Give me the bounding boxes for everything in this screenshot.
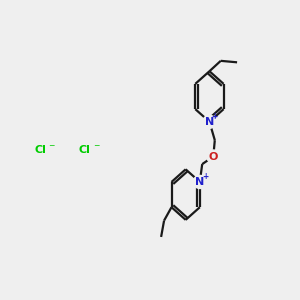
Circle shape [207,150,220,163]
Text: Cl: Cl [79,145,91,155]
Text: N: N [205,117,214,127]
Text: −: − [93,141,99,150]
Text: Cl: Cl [34,145,46,155]
Text: +: + [202,172,208,181]
Circle shape [193,176,206,188]
Text: O: O [208,152,218,161]
Text: +: + [212,112,218,121]
Circle shape [203,115,216,128]
Text: N: N [195,177,204,187]
Text: −: − [48,141,55,150]
